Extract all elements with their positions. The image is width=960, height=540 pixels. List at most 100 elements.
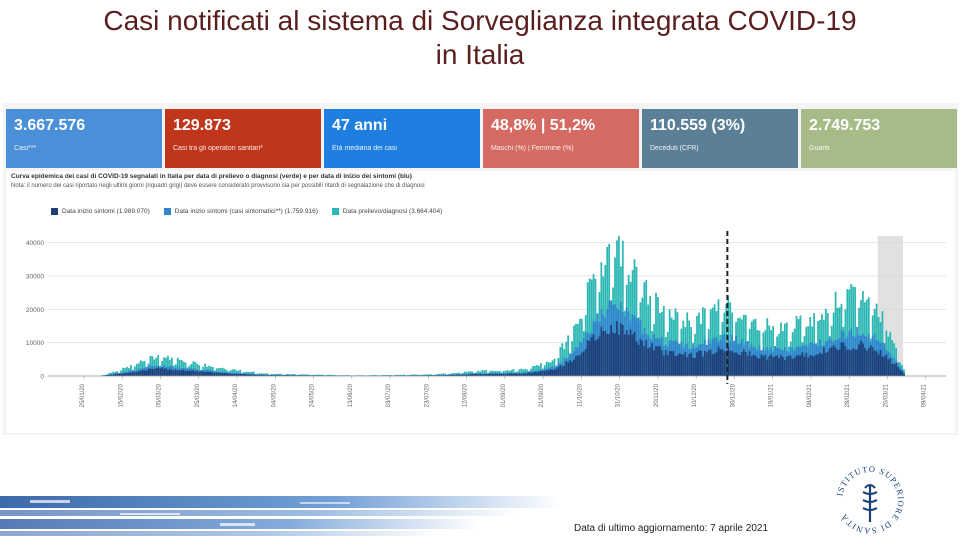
bar-inizio-sintomi bbox=[774, 356, 776, 376]
bar-inizio-sintomi bbox=[813, 356, 816, 376]
bar-inizio-sintomi bbox=[887, 359, 890, 376]
bar-inizio-sintomi bbox=[249, 374, 251, 376]
bar-inizio-sintomi bbox=[578, 355, 581, 376]
bar-inizio-sintomi bbox=[508, 373, 511, 376]
bar-inizio-sintomi bbox=[703, 350, 706, 376]
bar-inizio-sintomi bbox=[885, 354, 888, 376]
x-tick-label: 14/04/20 bbox=[233, 383, 239, 407]
bar-prelievo bbox=[536, 365, 538, 376]
bar-inizio-sintomi bbox=[791, 358, 794, 376]
bar-inizio-sintomi bbox=[504, 373, 507, 376]
bar-inizio-sintomi bbox=[165, 368, 167, 376]
bar-prelievo bbox=[567, 335, 570, 376]
bar-inizio-sintomi bbox=[711, 354, 714, 376]
bar-inizio-sintomi bbox=[514, 373, 517, 376]
bar-inizio-sintomi bbox=[575, 356, 577, 376]
bar-inizio-sintomi bbox=[700, 350, 702, 376]
bar-inizio-sintomi bbox=[223, 373, 226, 376]
bar-inizio-sintomi bbox=[826, 351, 829, 376]
bar-inizio-sintomi bbox=[256, 374, 259, 376]
bar-inizio-sintomi bbox=[178, 370, 181, 376]
bar-inizio-sintomi bbox=[664, 350, 667, 376]
bar-inizio-sintomi bbox=[475, 374, 478, 376]
bar-inizio-sintomi bbox=[208, 371, 210, 376]
legend-item-sintomatici[interactable]: Data inizio sintomi (casi sintomatici**)… bbox=[163, 208, 318, 215]
bar-inizio-sintomi bbox=[903, 373, 905, 376]
bar-prelievo bbox=[457, 372, 460, 376]
bar-prelievo bbox=[249, 371, 251, 376]
bar-inizio-sintomi bbox=[770, 354, 773, 376]
bar-inizio-sintomi bbox=[491, 373, 493, 376]
bar-inizio-sintomi bbox=[231, 373, 234, 376]
card-label: Guariti bbox=[809, 145, 830, 152]
bar-inizio-sintomi bbox=[186, 370, 189, 376]
bar-inizio-sintomi bbox=[563, 365, 566, 376]
bar-prelievo bbox=[586, 282, 589, 376]
bar-prelievo bbox=[485, 370, 488, 376]
bar-inizio-sintomi bbox=[891, 363, 894, 376]
bar-inizio-sintomi bbox=[180, 370, 183, 376]
bar-inizio-sintomi bbox=[452, 374, 454, 376]
bar-prelievo bbox=[139, 360, 142, 376]
bar-inizio-sintomi bbox=[126, 372, 128, 376]
bar-inizio-sintomi bbox=[518, 373, 521, 376]
bar-inizio-sintomi bbox=[258, 374, 261, 376]
bar-inizio-sintomi bbox=[489, 373, 491, 376]
bar-inizio-sintomi bbox=[834, 347, 837, 376]
bar-inizio-sintomi bbox=[229, 373, 232, 376]
bar-inizio-sintomi bbox=[655, 346, 657, 376]
bar-inizio-sintomi bbox=[264, 375, 267, 376]
bar-prelievo bbox=[545, 361, 548, 376]
bar-prelievo bbox=[278, 373, 281, 376]
bar-inizio-sintomi bbox=[602, 331, 605, 376]
bar-inizio-sintomi bbox=[746, 355, 749, 376]
bar-inizio-sintomi bbox=[188, 370, 191, 376]
bar-inizio-sintomi bbox=[608, 334, 611, 376]
card-eta-mediana: 47 anni Età mediana dei casi bbox=[324, 109, 480, 168]
bar-prelievo bbox=[329, 374, 331, 376]
bar-prelievo bbox=[157, 354, 160, 376]
legend-item-inizio-sintomi[interactable]: Data inizio sintomi (1.989.070) bbox=[51, 208, 150, 215]
bar-inizio-sintomi bbox=[215, 372, 218, 376]
bar-inizio-sintomi bbox=[625, 330, 628, 376]
bar-inizio-sintomi bbox=[473, 374, 476, 376]
bar-inizio-sintomi bbox=[448, 375, 450, 376]
bar-inizio-sintomi bbox=[721, 349, 724, 376]
bar-inizio-sintomi bbox=[676, 355, 679, 376]
bar-inizio-sintomi bbox=[858, 344, 860, 376]
bar-inizio-sintomi bbox=[793, 357, 796, 376]
chart-legend: Data inizio sintomi (1.989.070) Data ini… bbox=[51, 208, 442, 215]
bar-inizio-sintomi bbox=[748, 351, 751, 376]
bar-inizio-sintomi bbox=[532, 372, 534, 376]
bar-prelievo bbox=[512, 369, 515, 376]
bar-inizio-sintomi bbox=[651, 343, 653, 376]
bar-inizio-sintomi bbox=[170, 369, 173, 376]
bar-inizio-sintomi bbox=[737, 354, 739, 376]
bar-inizio-sintomi bbox=[682, 354, 685, 376]
bar-inizio-sintomi bbox=[824, 352, 827, 376]
bar-inizio-sintomi bbox=[467, 374, 470, 376]
bar-inizio-sintomi bbox=[457, 374, 460, 376]
legend-item-prelievo-diagnosi[interactable]: Data prelievo/diagnosi (3.664.404) bbox=[331, 208, 442, 215]
bar-inizio-sintomi bbox=[551, 370, 554, 376]
bar-inizio-sintomi bbox=[506, 373, 509, 376]
bar-inizio-sintomi bbox=[729, 350, 732, 376]
legend-swatch bbox=[51, 208, 58, 215]
bar-inizio-sintomi bbox=[610, 325, 612, 376]
epidemic-curve-chart: 0 10000 20000 30000 40000 25/01/20 15/02/20 05/… bbox=[26, 231, 946, 407]
bar-inizio-sintomi bbox=[623, 334, 626, 376]
bar-prelievo bbox=[126, 366, 128, 376]
bar-inizio-sintomi bbox=[668, 351, 671, 376]
x-tick-label: 30/12/20 bbox=[730, 383, 736, 407]
bar-prelievo bbox=[196, 363, 199, 376]
bar-inizio-sintomi bbox=[659, 346, 661, 376]
bar-inizio-sintomi bbox=[227, 373, 230, 376]
bar-inizio-sintomi bbox=[217, 372, 220, 376]
bar-inizio-sintomi bbox=[733, 352, 735, 376]
bar-inizio-sintomi bbox=[852, 348, 855, 376]
bar-inizio-sintomi bbox=[463, 374, 466, 376]
bar-inizio-sintomi bbox=[821, 354, 823, 376]
bar-inizio-sintomi bbox=[106, 375, 109, 376]
bar-inizio-sintomi bbox=[850, 350, 853, 376]
bar-inizio-sintomi bbox=[752, 354, 755, 376]
